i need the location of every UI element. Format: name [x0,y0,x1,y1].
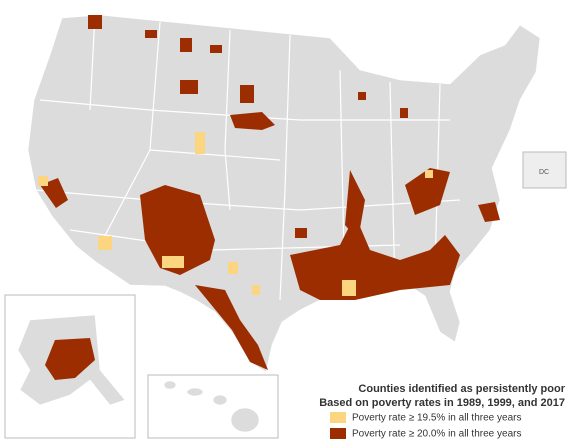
county-cluster [162,256,184,268]
county-cluster [425,170,433,178]
county-cluster [358,92,366,100]
county-cluster [345,170,365,240]
dc-label: DC [539,169,549,176]
legend-label: Poverty rate ≥ 19.5% in all three years [352,413,521,424]
county-cluster [98,236,112,250]
county-cluster [400,108,408,118]
inset-frame [4,294,136,439]
county-cluster [230,112,275,130]
county-cluster [195,132,205,154]
county-cluster [88,15,102,29]
hawaii-inset [147,374,279,439]
county-cluster [240,85,254,103]
legend-items: Poverty rate ≥ 19.5% in all three years P… [330,412,521,440]
legend-label: Poverty rate ≥ 20.0% in all three years [352,429,521,440]
county-cluster [180,80,198,94]
contiguous-us [27,14,541,373]
county-cluster [342,280,356,296]
legend-title: Based on poverty rates in 1989, 1999, an… [319,397,565,409]
county-cluster [295,228,307,238]
island [186,387,204,397]
island [163,380,177,390]
legend-swatch [330,428,346,439]
county-cluster [38,176,48,186]
dc-inset: DC [522,151,567,189]
county-cluster [290,215,460,300]
persistent-poverty-areas [38,15,500,370]
county-cluster [478,202,500,222]
county-cluster [405,168,450,215]
county-cluster [140,185,215,275]
county-cluster [180,38,192,52]
island [212,394,228,406]
legend-title: Counties identified as persistently poor [358,383,565,395]
county-cluster [195,285,268,370]
county-cluster [210,45,222,53]
county-cluster [252,285,260,295]
legend-swatch [330,412,346,423]
us-outline [27,14,541,373]
county-cluster [228,262,238,274]
island [230,407,260,433]
inset-frame [147,374,279,439]
county-cluster [45,338,95,380]
legend: Counties identified as persistently poor… [319,383,566,440]
alaska-inset [4,294,136,439]
inset-frame [522,151,567,189]
county-cluster [145,30,157,38]
